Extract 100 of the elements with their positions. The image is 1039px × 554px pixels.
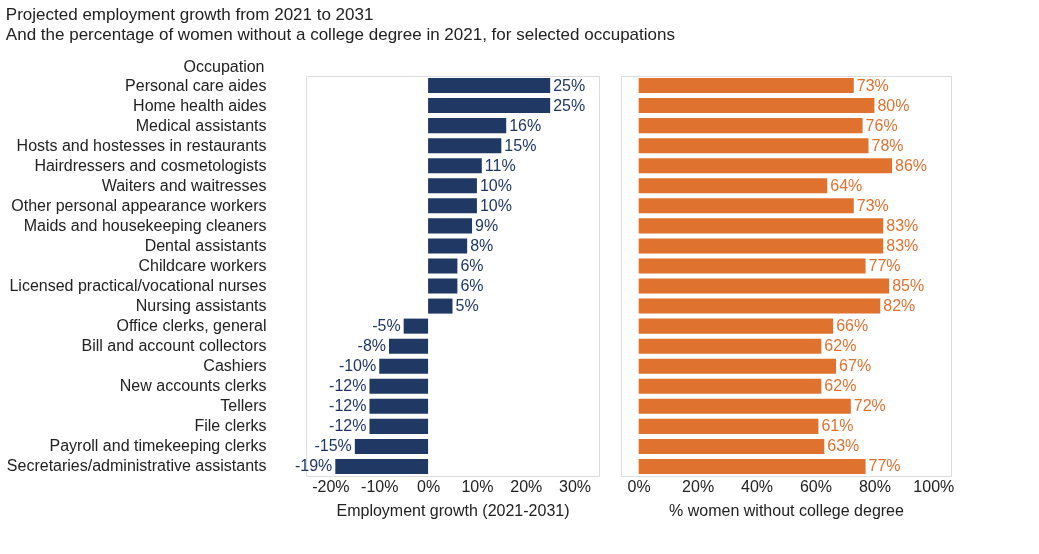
- data-label: 62%: [824, 337, 857, 355]
- data-label: 72%: [853, 397, 886, 415]
- bar: [335, 458, 429, 474]
- x-tick-label: 20%: [510, 477, 543, 495]
- x-tick-label: 0%: [417, 477, 441, 495]
- bar: [638, 238, 884, 254]
- data-label: -10%: [338, 357, 377, 375]
- y-tick-label: Home health aides: [133, 96, 267, 114]
- bar: [389, 338, 429, 354]
- y-tick-label: Office clerks, general: [116, 317, 267, 335]
- x-tick-label: -10%: [361, 477, 399, 495]
- y-tick-label: Childcare workers: [138, 256, 267, 274]
- y-tick-label: Maids and housekeeping cleaners: [23, 216, 267, 234]
- data-label: 73%: [856, 196, 889, 214]
- data-label: 77%: [868, 457, 901, 475]
- data-label: 25%: [553, 76, 586, 94]
- bar: [403, 318, 429, 334]
- data-label: 6%: [460, 256, 484, 274]
- bar: [428, 218, 473, 234]
- y-tick-label: Secretaries/administrative assistants: [6, 457, 267, 475]
- data-label: 64%: [830, 176, 863, 194]
- bar: [428, 298, 453, 314]
- bar: [638, 198, 854, 214]
- y-tick-label: Dental assistants: [144, 236, 267, 254]
- x-tick-label: 100%: [913, 477, 955, 495]
- y-tick-label: Hairdressers and cosmetologists: [34, 156, 267, 174]
- data-label: 78%: [871, 136, 904, 154]
- x-tick-label: 30%: [559, 477, 592, 495]
- data-label: 62%: [824, 377, 857, 395]
- data-label: 15%: [504, 136, 537, 154]
- x-axis-title: Employment growth (2021-2031): [336, 501, 570, 519]
- y-tick-label: Personal care aides: [125, 76, 267, 94]
- bar: [638, 138, 869, 154]
- bar: [369, 398, 429, 414]
- x-tick-label: 80%: [858, 477, 891, 495]
- x-tick-label: 10%: [461, 477, 494, 495]
- data-label: -12%: [329, 377, 367, 395]
- bar: [638, 298, 881, 314]
- data-label: 66%: [836, 317, 869, 335]
- bar: [638, 458, 866, 474]
- bar: [638, 158, 893, 174]
- y-tick-label: New accounts clerks: [119, 377, 267, 395]
- bar: [428, 258, 458, 274]
- y-tick-label: Bill and account collectors: [81, 337, 267, 355]
- bar: [428, 238, 468, 254]
- bar: [428, 178, 477, 194]
- data-label: -5%: [372, 317, 401, 335]
- bar: [638, 358, 837, 374]
- bar: [638, 318, 834, 334]
- data-label: 11%: [484, 156, 516, 174]
- data-label: 61%: [821, 417, 854, 435]
- y-tick-label: File clerks: [194, 417, 267, 435]
- y-tick-label: Hosts and hostesses in restaurants: [16, 136, 267, 154]
- data-label: 10%: [479, 196, 512, 214]
- y-tick-label: Nursing assistants: [135, 297, 267, 315]
- bar: [428, 118, 507, 134]
- y-axis-title: Occupation: [183, 57, 265, 75]
- chart-subtitle: And the percentage of women without a college degree in 2021, for selected occupations: [5, 24, 675, 44]
- data-label: 83%: [886, 216, 919, 234]
- x-tick-label: 20%: [682, 477, 715, 495]
- data-label: 8%: [470, 236, 494, 254]
- y-tick-label: Licensed practical/vocational nurses: [9, 277, 267, 295]
- bar: [379, 358, 429, 374]
- x-tick-label: 40%: [741, 477, 774, 495]
- bar: [428, 158, 482, 174]
- bar: [638, 378, 822, 394]
- data-label: 77%: [868, 256, 901, 274]
- bar: [369, 378, 429, 394]
- data-label: -19%: [294, 457, 333, 475]
- data-label: 5%: [455, 297, 479, 315]
- x-tick-label: 0%: [627, 477, 651, 495]
- bar: [638, 398, 851, 414]
- bar: [638, 438, 825, 454]
- y-tick-label: Other personal appearance workers: [11, 196, 267, 214]
- bar: [638, 78, 854, 94]
- bar: [428, 98, 551, 114]
- y-tick-label: Payroll and timekeeping clerks: [49, 437, 267, 455]
- data-label: -12%: [329, 417, 367, 435]
- data-label: 82%: [883, 297, 916, 315]
- bar: [638, 218, 884, 234]
- bar: [638, 338, 822, 354]
- data-label: 67%: [839, 357, 872, 375]
- data-label: -15%: [314, 437, 352, 455]
- bar: [428, 138, 502, 154]
- data-label: -8%: [357, 337, 387, 355]
- bar: [638, 98, 875, 114]
- bar: [638, 418, 819, 434]
- data-label: 25%: [553, 96, 586, 114]
- y-tick-label: Medical assistants: [135, 116, 267, 134]
- data-label: 86%: [895, 156, 928, 174]
- x-tick-label: -20%: [312, 477, 350, 495]
- data-label: 9%: [475, 216, 499, 234]
- bar: [354, 438, 429, 454]
- y-tick-label: Tellers: [220, 397, 267, 415]
- bar: [428, 78, 551, 94]
- data-label: 85%: [892, 277, 925, 295]
- data-label: 63%: [827, 437, 860, 455]
- bar: [638, 258, 866, 274]
- x-axis-title: % women without college degree: [669, 501, 904, 519]
- bar: [638, 278, 890, 294]
